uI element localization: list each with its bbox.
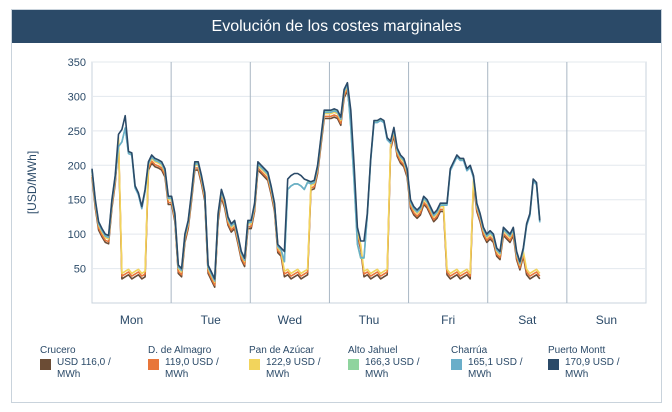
legend-name: Puerto Montt — [548, 345, 606, 356]
y-tick-label: 100 — [68, 229, 86, 241]
legend-value: 170,9 USD / MWh — [565, 357, 620, 380]
x-tick-label: Fri — [441, 313, 455, 327]
legend-value: USD 116,0 / MWh — [57, 357, 111, 380]
legend-swatch — [548, 359, 559, 370]
plot-background — [91, 61, 647, 304]
legend-name: Crucero — [40, 345, 76, 356]
legend-value: 166,3 USD / MWh — [365, 357, 420, 380]
chart-title: Evolución de los costes marginales — [12, 10, 661, 43]
y-tick-label: 350 — [68, 57, 86, 69]
series-line-puerto-montt — [91, 81, 541, 280]
y-tick-label: 250 — [68, 126, 86, 138]
x-tick-label: Mon — [120, 313, 143, 327]
legend-item: Alto Jahuel 166,3 USD / MWh — [348, 345, 448, 381]
legend-swatch — [451, 359, 462, 370]
legend-item: Puerto Montt 170,9 USD / MWh — [548, 345, 648, 381]
x-tick-label: Thu — [359, 313, 380, 327]
legend-value: 119,0 USD / MWh — [165, 357, 219, 380]
legend-value: 122,9 USD / MWh — [266, 357, 321, 380]
legend-item: D. de Almagro 119,0 USD / MWh — [148, 345, 248, 381]
legend-swatch — [348, 359, 359, 370]
y-tick-label: 150 — [68, 195, 86, 207]
legend-name: D. de Almagro — [148, 345, 212, 356]
legend-item: Pan de Azúcar 122,9 USD / MWh — [249, 345, 349, 381]
legend-name: Pan de Azúcar — [249, 345, 315, 356]
legend-value: 165,1 USD / MWh — [468, 357, 523, 380]
y-axis-label: [USD/MWh] — [25, 151, 39, 214]
x-tick-label: Sun — [596, 313, 617, 327]
legend-swatch — [148, 359, 159, 370]
legend-item: Charrúa 165,1 USD / MWh — [451, 345, 551, 381]
x-tick-label: Tue — [201, 313, 222, 327]
y-tick-label: 50 — [74, 264, 86, 276]
legend-name: Alto Jahuel — [348, 345, 398, 356]
x-tick-label: Wed — [278, 313, 302, 327]
y-tick-label: 300 — [68, 91, 86, 103]
legend-swatch — [40, 359, 51, 370]
legend-swatch — [249, 359, 260, 370]
legend-name: Charrúa — [451, 345, 488, 356]
x-tick-label: Sat — [518, 313, 537, 327]
legend-item: Crucero USD 116,0 / MWh — [40, 345, 140, 381]
y-tick-label: 200 — [68, 160, 86, 172]
